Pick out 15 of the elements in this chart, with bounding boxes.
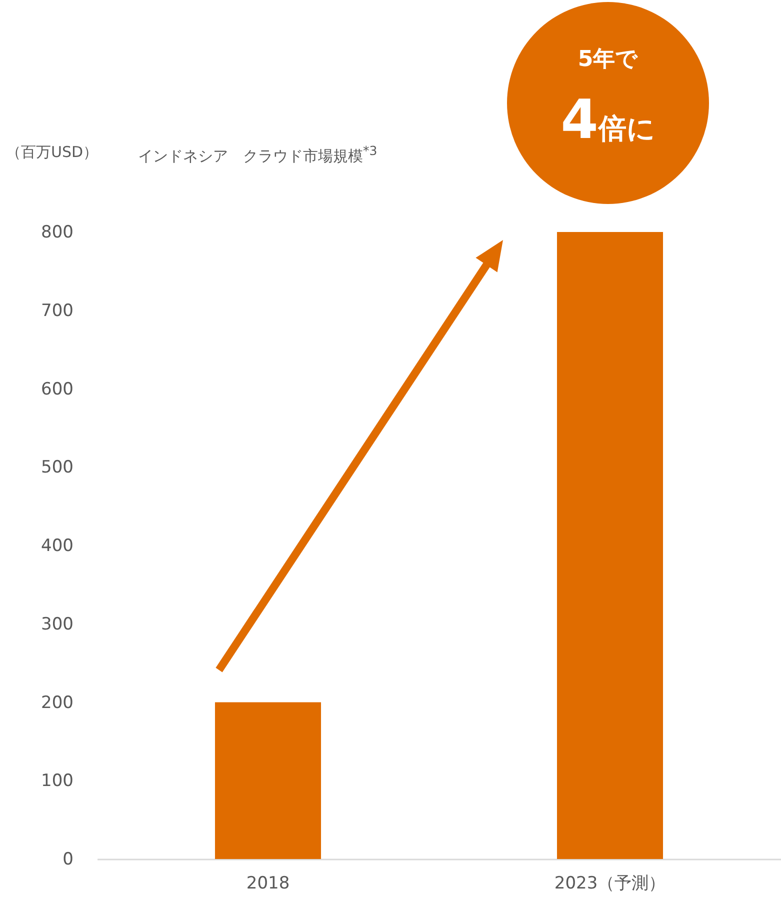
y-tick-label: 300 <box>41 614 74 634</box>
y-tick-label: 600 <box>41 379 74 400</box>
y-tick-label: 700 <box>41 300 74 321</box>
x-tick-label: 2023（予測） <box>554 874 666 894</box>
text: 5年で <box>576 46 640 74</box>
y-tick-label: 800 <box>41 222 74 242</box>
y-tick-label: 100 <box>41 771 74 792</box>
y-axis-title: （百万USD） <box>6 143 98 162</box>
y-tick-label: 500 <box>41 458 74 478</box>
text: 4倍に <box>560 88 656 151</box>
x-tick-label: 2018 <box>246 874 290 894</box>
y-tick-label: 400 <box>41 536 74 556</box>
y-tick-label: 0 <box>62 850 74 870</box>
chart-title: インドネシア クラウド市場規模$^{*3}$ <box>138 143 378 166</box>
y-tick-label: 200 <box>41 692 74 713</box>
